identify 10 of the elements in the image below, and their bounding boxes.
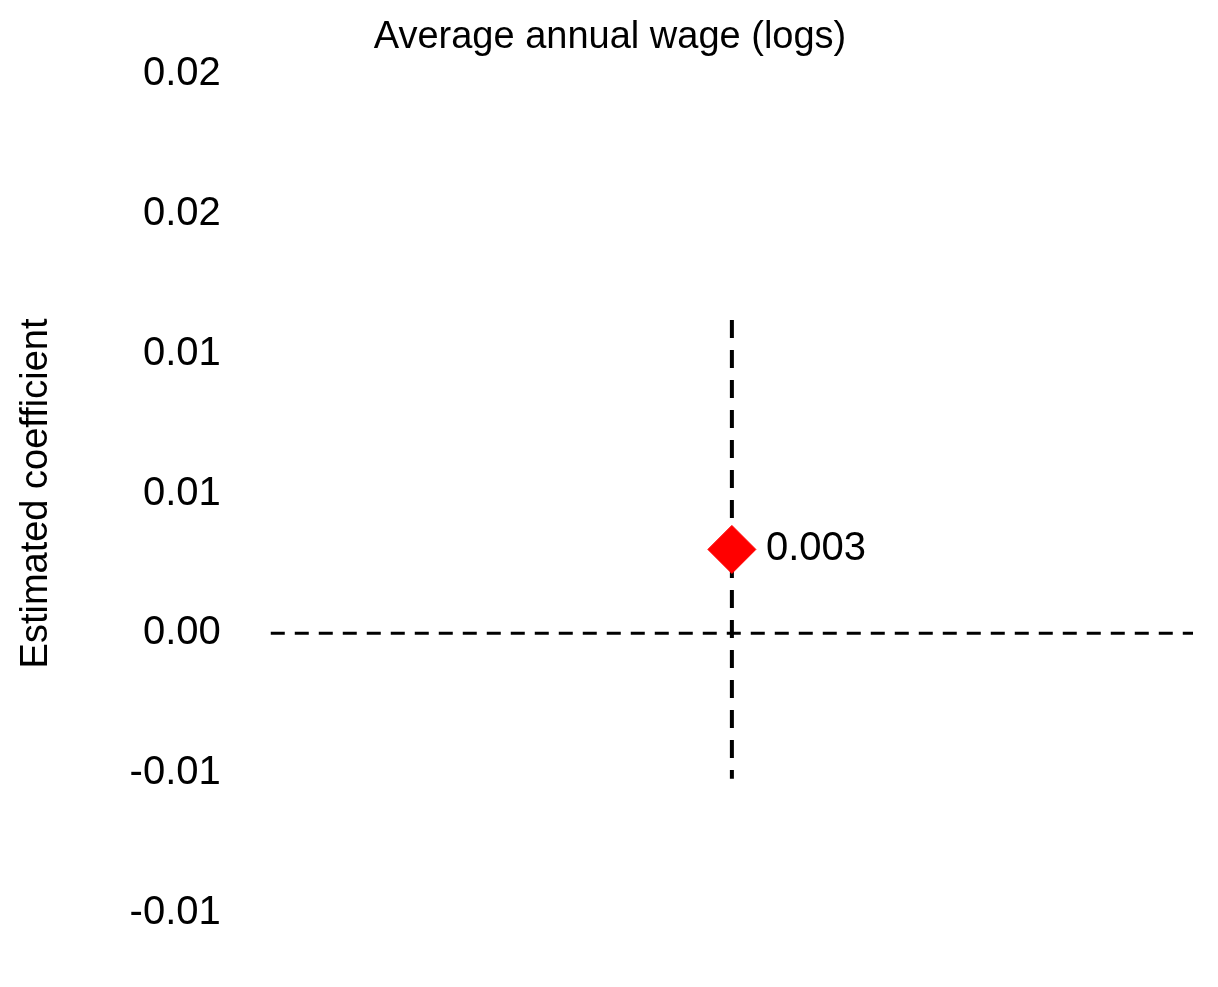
y-tick-label: 0.01: [142, 328, 221, 373]
y-axis-title: Estimated coefficient: [13, 318, 56, 669]
y-tick-label: 0.02: [142, 188, 221, 233]
chart-title: Average annual wage (logs): [373, 13, 847, 56]
y-tick-label: 0.01: [142, 468, 221, 513]
y-tick-label: 0.02: [142, 49, 221, 94]
y-tick-label: -0.01: [129, 748, 221, 793]
data-label: 0.003: [765, 524, 866, 569]
y-tick-label: -0.01: [129, 888, 221, 933]
y-tick-label: 0.00: [142, 608, 221, 653]
